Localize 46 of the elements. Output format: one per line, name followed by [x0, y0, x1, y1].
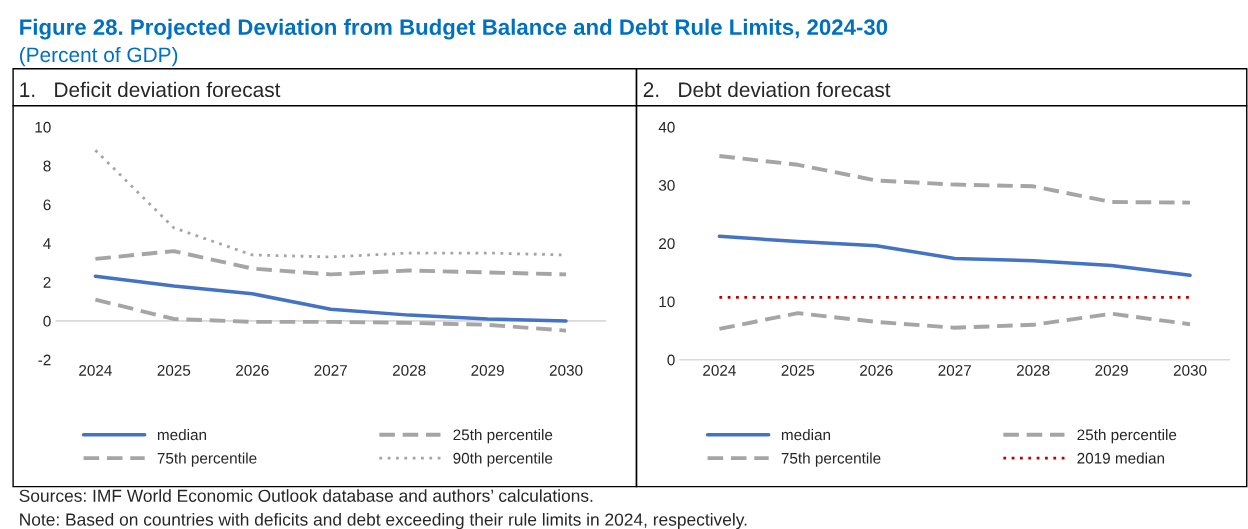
- x-tick-label: 2024: [79, 364, 112, 376]
- y-tick-label: 8: [43, 160, 51, 172]
- y-tick-label: 4: [43, 238, 51, 249]
- legend-label: 25th percentile: [453, 429, 553, 444]
- source-note: Sources: IMF World Economic Outlook database and authors’ calculations.: [19, 489, 593, 502]
- legend-label: 75th percentile: [157, 452, 257, 467]
- legend-label: 90th percentile: [453, 452, 553, 467]
- line-series: [717, 234, 1192, 278]
- y-tick-label: 40: [658, 121, 675, 133]
- caption: Figure 28. Projected Deviation from Budget Balance and Debt Rule Limits, 2024-30: [20, 18, 888, 40]
- y-tick-label: 30: [658, 180, 675, 191]
- x-tick-label: 2030: [549, 364, 583, 376]
- y-tick-label: 20: [659, 238, 675, 250]
- line-series: [93, 274, 568, 323]
- y-tick-label: -2: [38, 354, 51, 366]
- y-tick-label: 10: [659, 296, 675, 308]
- text: (Percent of GDP): [20, 46, 178, 67]
- line-series: [93, 297, 569, 333]
- x-tick-label: 2024: [703, 364, 736, 376]
- chart-title: 1. Deficit deviation forecast: [20, 81, 281, 98]
- legend-label: median: [781, 429, 831, 441]
- x-tick-label: 2028: [1016, 364, 1050, 376]
- x-tick-label: 2029: [1095, 364, 1128, 376]
- legend-label: 25th percentile: [1077, 429, 1177, 444]
- x-tick-label: 2026: [236, 364, 269, 376]
- x-tick-label: 2030: [1173, 364, 1207, 376]
- x-tick-label: 2027: [314, 364, 347, 376]
- line-series: [717, 311, 1193, 331]
- line-series: [717, 154, 1193, 205]
- x-tick-label: 2026: [860, 364, 893, 376]
- legend-label: 75th percentile: [781, 452, 881, 467]
- chart-title: 2. Debt deviation forecast: [643, 81, 891, 98]
- line-series: [93, 249, 569, 277]
- x-tick-label: 2025: [157, 364, 191, 376]
- y-tick-label: 0: [667, 354, 675, 366]
- y-tick-label: 6: [43, 199, 51, 211]
- y-tick-label: 10: [35, 121, 51, 133]
- x-tick-label: 2027: [938, 364, 971, 376]
- legend-label: 2019 median: [1077, 452, 1165, 464]
- y-tick-label: 0: [43, 315, 51, 327]
- x-tick-label: 2025: [781, 364, 815, 376]
- legend-label: median: [157, 429, 207, 441]
- x-tick-label: 2029: [471, 364, 504, 376]
- x-tick-label: 2028: [392, 364, 426, 376]
- text: Note: Based on countries with deficits and debt exceeding their rule limits in 2024, respectively.: [20, 512, 747, 529]
- y-tick-label: 2: [43, 277, 51, 288]
